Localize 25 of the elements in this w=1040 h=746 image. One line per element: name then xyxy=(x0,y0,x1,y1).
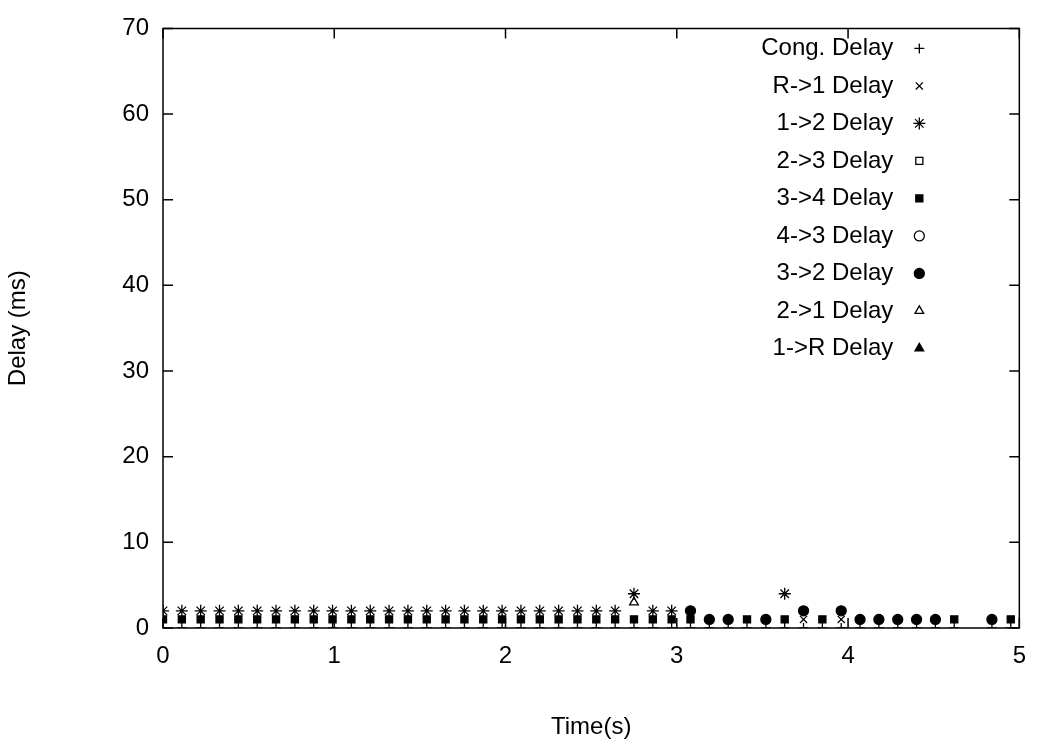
x-tick-label: 0 xyxy=(156,641,170,669)
y-tick-label: 50 xyxy=(122,184,149,212)
y-axis-title: Delay (ms) xyxy=(3,270,31,387)
y-tick-label: 20 xyxy=(122,441,149,469)
y-tick-label: 70 xyxy=(122,13,149,41)
y-tick-label: 10 xyxy=(122,526,149,554)
x-tick-label: 2 xyxy=(498,641,513,669)
x-tick-label: 3 xyxy=(670,641,684,669)
legend-label: 1->R Delay xyxy=(772,333,894,361)
y-tick-label: 30 xyxy=(122,355,149,383)
legend-label: Cong. Delay xyxy=(761,33,894,61)
legend-label: 3->4 Delay xyxy=(776,183,894,211)
x-tick-label: 4 xyxy=(841,641,855,669)
legend-label: 1->2 Delay xyxy=(776,108,894,136)
y-tick-label: 60 xyxy=(122,98,149,126)
x-tick-label: 5 xyxy=(1012,641,1027,669)
legend-label: 4->3 Delay xyxy=(776,220,894,248)
x-tick-label: 1 xyxy=(327,641,341,669)
legend-label: 3->2 Delay xyxy=(776,258,894,286)
legend-label: 2->3 Delay xyxy=(776,145,894,173)
y-tick-label: 40 xyxy=(122,270,149,297)
legend-label: 2->1 Delay xyxy=(776,295,894,323)
y-tick-label: 0 xyxy=(135,612,149,640)
legend-label: R->1 Delay xyxy=(772,70,894,98)
x-axis-title: Time(s) xyxy=(550,712,632,740)
